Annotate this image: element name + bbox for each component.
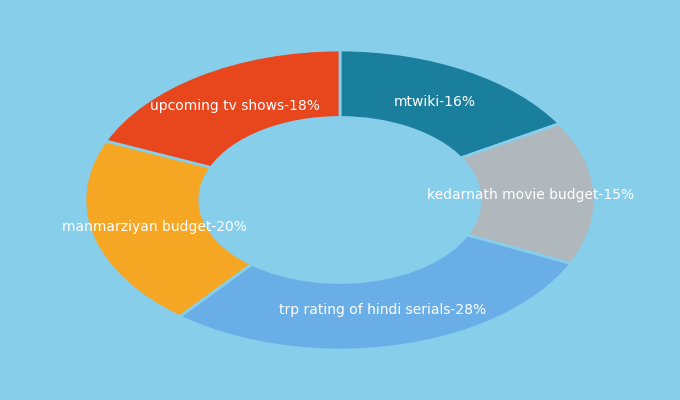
Wedge shape bbox=[460, 124, 595, 264]
Text: manmarziyan budget-20%: manmarziyan budget-20% bbox=[62, 220, 247, 234]
Text: kedarnath movie budget-15%: kedarnath movie budget-15% bbox=[428, 188, 634, 202]
Wedge shape bbox=[340, 50, 560, 158]
Wedge shape bbox=[180, 235, 571, 350]
Wedge shape bbox=[105, 50, 340, 168]
Text: mtwiki-16%: mtwiki-16% bbox=[394, 95, 476, 109]
Text: trp rating of hindi serials-28%: trp rating of hindi serials-28% bbox=[279, 303, 487, 317]
Wedge shape bbox=[85, 141, 252, 317]
Text: upcoming tv shows-18%: upcoming tv shows-18% bbox=[150, 99, 320, 113]
